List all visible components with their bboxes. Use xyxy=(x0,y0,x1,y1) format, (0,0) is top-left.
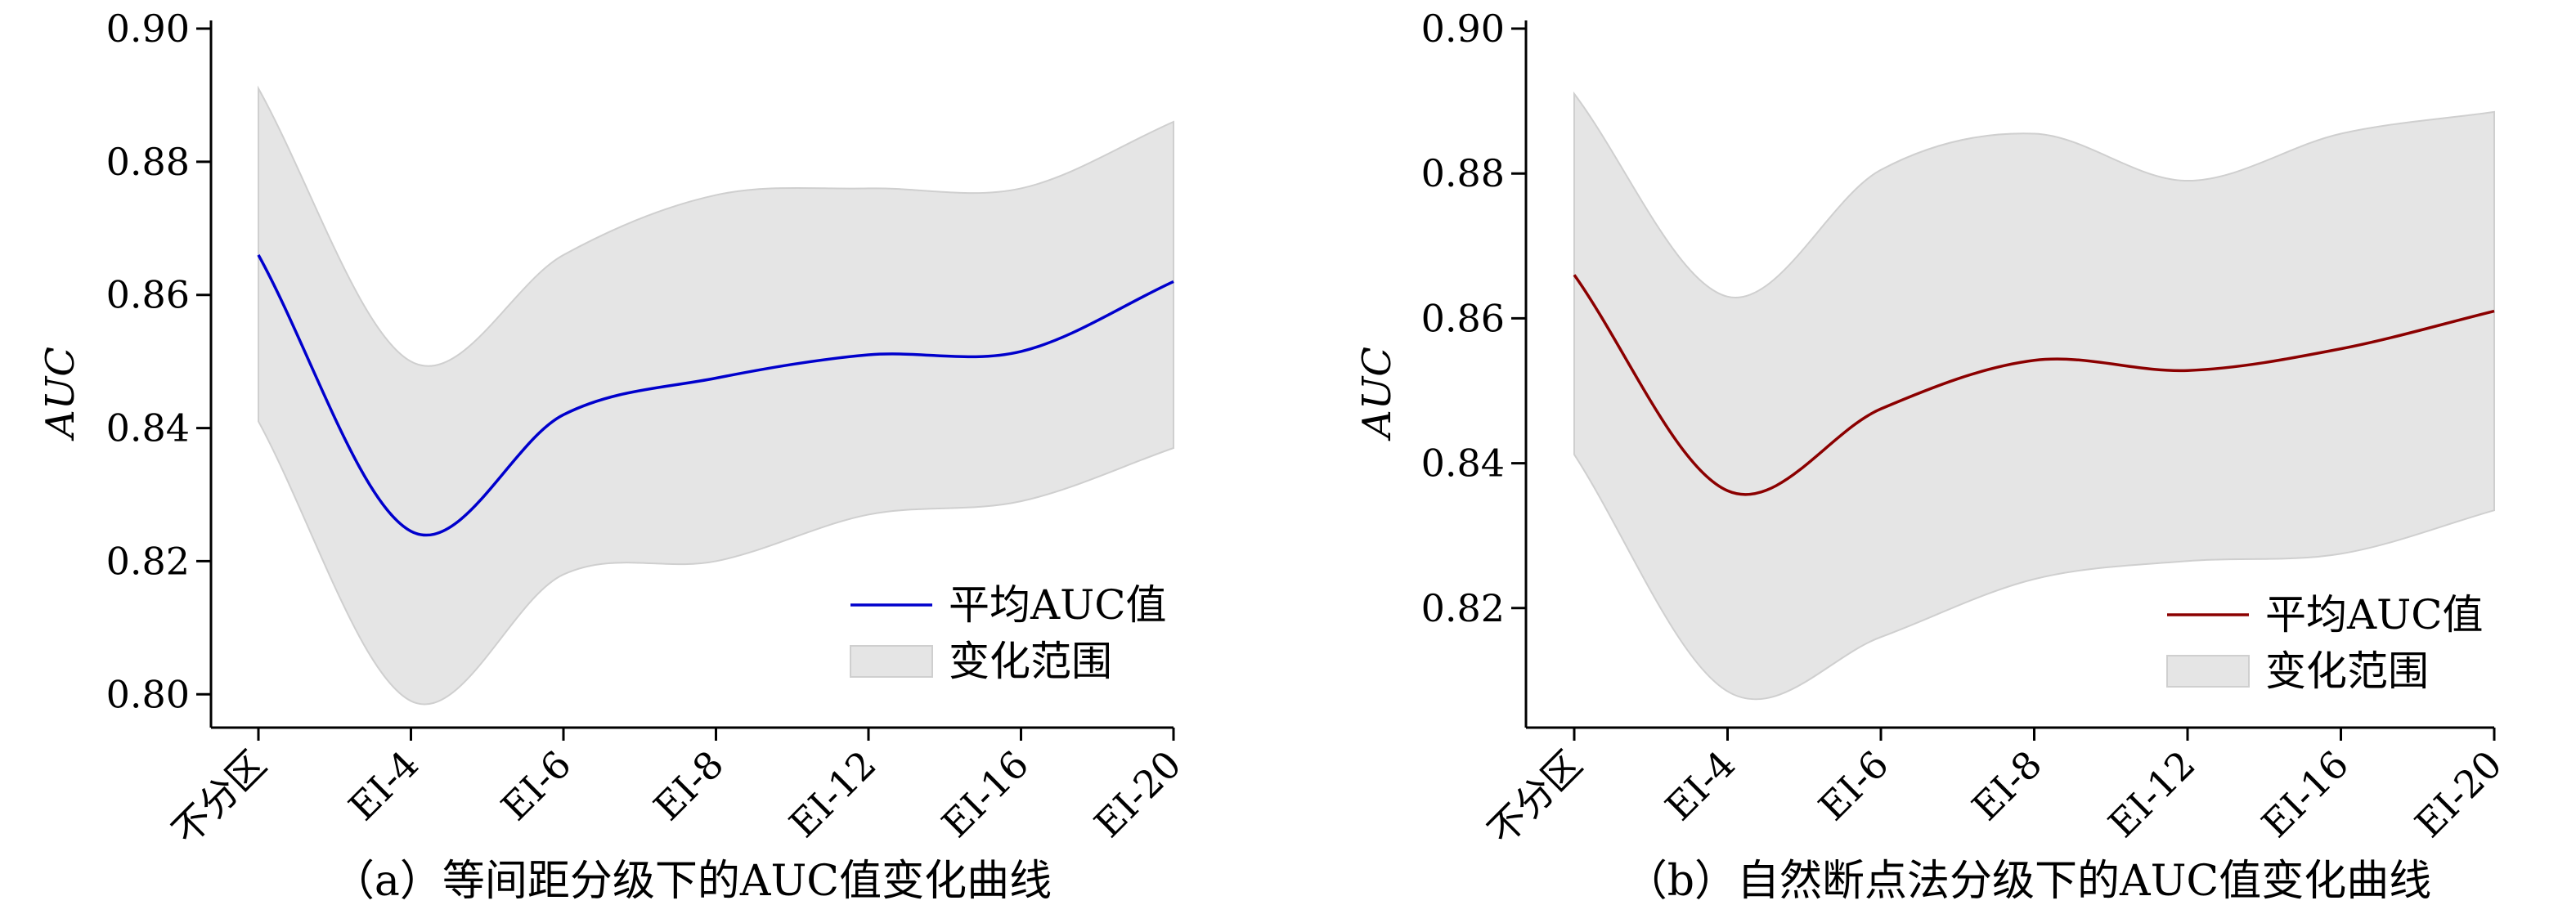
legend-label-mean: 平均AUC值 xyxy=(2265,591,2484,638)
mean-auc-line xyxy=(1573,274,2495,496)
x-tick-label: EI-12 xyxy=(781,742,885,846)
x-tick-label: EI-4 xyxy=(340,742,427,829)
legend-label-range: 变化范围 xyxy=(2265,647,2429,695)
x-tick-label: EI-20 xyxy=(2407,742,2511,846)
y-tick-label: 0.82 xyxy=(106,539,190,583)
y-tick-label: 0.80 xyxy=(106,672,190,716)
x-tick-label: EI-12 xyxy=(2100,742,2204,846)
y-axis-label: AUC xyxy=(1354,347,1400,441)
x-tick-label: EI-6 xyxy=(1810,742,1896,829)
legend-label-mean: 平均AUC值 xyxy=(949,581,1167,629)
y-tick-label: 0.88 xyxy=(106,140,190,184)
y-tick-label: 0.90 xyxy=(1421,7,1505,51)
x-tick-label: EI-8 xyxy=(645,742,732,829)
legend-label-range: 变化范围 xyxy=(949,638,1112,685)
chart-panel-b: 0.82 0.84 0.86 0.88 0.90 不分区 EI-4 EI-6 EI-8 EI-12… xyxy=(1354,7,2511,906)
legend-band-swatch xyxy=(850,645,933,678)
x-tick-label: EI-16 xyxy=(933,742,1037,846)
y-tick-label: 0.90 xyxy=(106,7,190,51)
x-tick-label: EI-20 xyxy=(1086,742,1190,846)
chart-panel-a: 0.80 0.82 0.84 0.86 0.88 0.90 不分区 EI-4 EI-6 EI-8 E… xyxy=(38,7,1190,906)
range-band xyxy=(258,85,1174,706)
x-tick-label: EI-8 xyxy=(1963,742,2050,829)
x-tick-label: 不分区 xyxy=(1479,742,1591,854)
mean-auc-line xyxy=(257,254,1174,537)
y-tick-label: 0.84 xyxy=(1421,441,1505,486)
y-tick-label: 0.88 xyxy=(1421,151,1505,195)
chart-caption: （b）自然断点法分级下的AUC值变化曲线 xyxy=(1625,857,2431,906)
y-tick-label: 0.86 xyxy=(106,273,190,317)
x-tick-label: EI-16 xyxy=(2253,742,2357,846)
range-band xyxy=(1573,91,2495,701)
y-tick-label: 0.82 xyxy=(1421,586,1505,630)
y-tick-label: 0.86 xyxy=(1421,296,1505,340)
chart-caption: （a）等间距分级下的AUC值变化曲线 xyxy=(332,857,1052,906)
y-axis-label: AUC xyxy=(38,347,83,441)
x-tick-label: EI-4 xyxy=(1657,742,1744,829)
legend-band-swatch xyxy=(2166,655,2250,688)
x-tick-label: 不分区 xyxy=(164,742,275,854)
x-tick-label: EI-6 xyxy=(492,742,579,829)
y-tick-label: 0.84 xyxy=(106,406,190,450)
